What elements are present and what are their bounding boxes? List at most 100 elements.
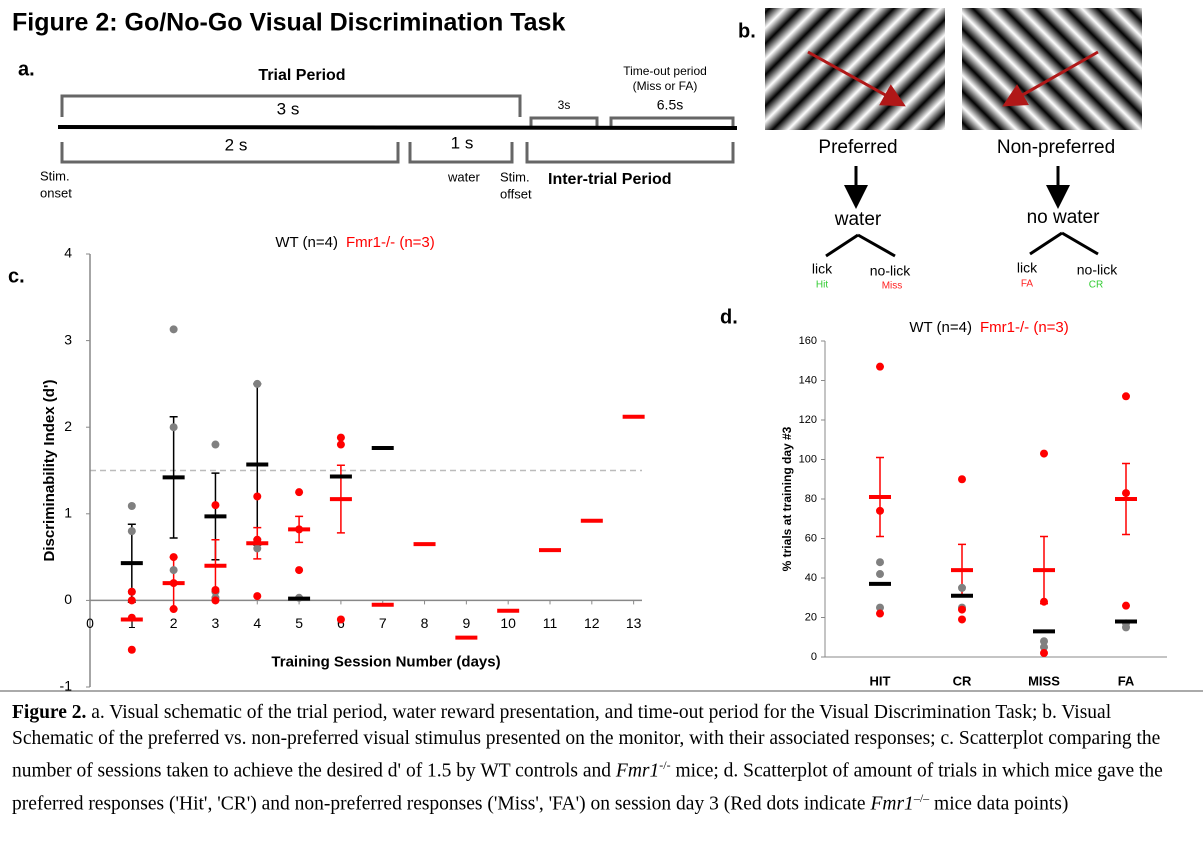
caption-text: a. Visual schematic of the trial period,… bbox=[12, 702, 1161, 782]
outcome: water bbox=[834, 209, 882, 230]
arrow bbox=[1029, 231, 1099, 256]
data-point bbox=[127, 596, 136, 605]
bracket bbox=[525, 142, 735, 164]
bracket bbox=[60, 94, 522, 117]
data-point bbox=[211, 596, 220, 605]
timeout-label: (Miss or FA) bbox=[633, 79, 698, 93]
data-point bbox=[336, 440, 345, 449]
panel-label: c. bbox=[8, 265, 25, 287]
timeline bbox=[57, 125, 738, 130]
bracket bbox=[529, 116, 599, 127]
data-point bbox=[958, 605, 966, 614]
y-tick-label: 4 bbox=[64, 245, 72, 261]
data-point bbox=[127, 587, 136, 596]
data-point bbox=[253, 492, 262, 501]
y-tick-label: 3 bbox=[64, 331, 72, 347]
legend-entry: Fmr1-/- (n=3) bbox=[980, 319, 1069, 336]
x-axis-label: Training Session Number (days) bbox=[271, 653, 500, 670]
arrow bbox=[825, 233, 896, 258]
stimulus-label: Preferred bbox=[818, 137, 897, 158]
caption-lead: Figure 2. bbox=[12, 702, 87, 723]
data-point bbox=[169, 605, 178, 614]
duration: 2 s bbox=[225, 135, 248, 154]
data-point bbox=[253, 592, 262, 601]
duration: 1 s bbox=[451, 133, 474, 152]
caption: Figure 2. a. Visual schematic of the tri… bbox=[12, 700, 1197, 817]
x-tick-label: 8 bbox=[421, 615, 429, 631]
data-point bbox=[169, 566, 178, 575]
y-axis-label: Discriminability Index (d') bbox=[41, 380, 58, 562]
y-tick-label: 60 bbox=[805, 532, 817, 544]
response-type: FA bbox=[1021, 279, 1034, 290]
duration: 6.5s bbox=[657, 97, 683, 113]
y-axis-label: % trials at training day #3 bbox=[780, 426, 794, 571]
caption-text: mice; d. Scatterplot of amount of trials… bbox=[12, 760, 1163, 815]
caption-sup: –/– bbox=[913, 790, 930, 805]
y-tick-label: 120 bbox=[799, 414, 817, 426]
panel-label: a. bbox=[18, 58, 35, 80]
data-point bbox=[127, 645, 136, 654]
y-tick-label: 0 bbox=[811, 651, 817, 663]
data-point bbox=[1122, 392, 1130, 401]
x-tick-label: 3 bbox=[212, 615, 220, 631]
legend-entry: WT (n=4) bbox=[275, 234, 338, 251]
legend-entry: Fmr1-/- (n=3) bbox=[346, 234, 435, 251]
x-tick-label: 9 bbox=[462, 615, 470, 631]
data-point bbox=[211, 586, 220, 595]
y-tick-label: 40 bbox=[805, 572, 817, 584]
x-tick-label: 5 bbox=[295, 615, 303, 631]
bracket bbox=[609, 116, 735, 127]
inter-trial: Inter-trial Period bbox=[548, 171, 672, 188]
data-point bbox=[1040, 649, 1048, 658]
caption-sup: -/- bbox=[659, 758, 671, 772]
event-label: Stim. bbox=[500, 169, 530, 184]
data-point bbox=[336, 433, 345, 442]
x-tick-label: 7 bbox=[379, 615, 387, 631]
data-point bbox=[211, 440, 220, 449]
data-point bbox=[127, 527, 136, 536]
outcome: no water bbox=[1027, 207, 1101, 228]
response-type: Hit bbox=[816, 280, 828, 291]
x-tick-label: 11 bbox=[543, 615, 558, 631]
caption-gene: Fmr1 bbox=[615, 760, 660, 782]
bracket bbox=[60, 142, 400, 164]
event-label: onset bbox=[40, 185, 72, 200]
data-point bbox=[876, 362, 884, 371]
data-point bbox=[876, 609, 884, 618]
y-tick-label: 1 bbox=[64, 505, 72, 521]
figure: Figure 2: Go/No-Go Visual Discrimination… bbox=[0, 8, 1203, 692]
response: no-lick bbox=[1077, 262, 1118, 278]
data-point bbox=[169, 553, 178, 562]
figure-title: Figure 2: Go/No-Go Visual Discrimination… bbox=[12, 9, 565, 37]
data-point bbox=[958, 615, 966, 624]
data-point bbox=[958, 475, 966, 484]
data-point bbox=[295, 488, 304, 497]
data-point bbox=[127, 502, 136, 511]
data-point bbox=[169, 325, 178, 334]
x-tick-label: FA bbox=[1118, 673, 1135, 688]
y-tick-label: 140 bbox=[799, 374, 817, 386]
stimulus-label: Non-preferred bbox=[997, 137, 1115, 158]
x-tick-label: 1 bbox=[128, 615, 136, 631]
caption-text: mice data points) bbox=[929, 793, 1069, 814]
event-label: water bbox=[447, 169, 480, 184]
panel-b: b. Preferred Non-preferred water no wate… bbox=[738, 8, 1142, 292]
bracket bbox=[408, 142, 514, 164]
response: lick bbox=[812, 261, 833, 277]
y-tick-label: -1 bbox=[60, 678, 73, 692]
x-tick-label: 4 bbox=[253, 615, 261, 631]
grating bbox=[765, 8, 945, 130]
y-tick-label: 0 bbox=[64, 591, 72, 607]
legend-entry: WT (n=4) bbox=[909, 319, 972, 336]
y-tick-label: 80 bbox=[805, 493, 817, 505]
x-tick-label: 2 bbox=[170, 615, 178, 631]
response: lick bbox=[1017, 260, 1038, 276]
event-label: Stim. bbox=[40, 168, 70, 183]
x-tick-label: HIT bbox=[870, 673, 891, 688]
y-tick-label: 100 bbox=[799, 453, 817, 465]
response: no-lick bbox=[870, 263, 911, 279]
data-point bbox=[1040, 643, 1048, 652]
timeout-label: Time-out period bbox=[623, 64, 707, 78]
data-point bbox=[876, 506, 884, 515]
